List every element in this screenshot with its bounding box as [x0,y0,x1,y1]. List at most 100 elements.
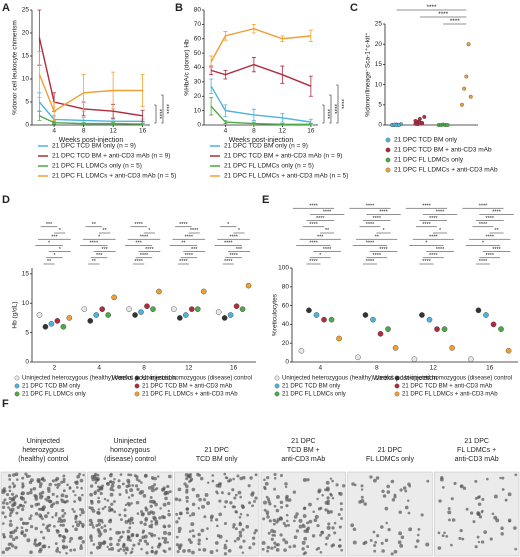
legend-swatch [14,383,20,389]
cell [162,530,167,535]
legend-label: Uninjected heterozygous (healthy) contro… [282,376,393,382]
cell [302,524,306,529]
cell [480,540,485,544]
sig-label: **** [436,210,445,216]
cell [51,479,55,483]
legend-swatch [385,157,391,163]
cell [22,533,27,538]
cell [186,511,189,515]
cell [162,486,166,490]
data-point [413,119,418,123]
panel-letter: D [2,194,10,206]
cell [337,512,341,517]
y-tick-label: 0 [197,122,201,129]
cell [508,519,511,523]
cell [92,474,97,479]
cell [130,533,134,538]
cell [317,507,322,511]
series-line [210,63,312,87]
cell [450,497,454,501]
cell [76,523,81,527]
cell [90,501,94,505]
sig-label: *** [96,253,103,259]
legend-label: 21 DPC TCD BM + anti-CD3 mAb (n = 9) [224,153,342,160]
cell [79,544,83,547]
cell [118,493,122,496]
cell [65,499,69,503]
cell [195,493,200,498]
cell [250,492,255,497]
cell [151,499,156,504]
cell [402,486,407,490]
cell [9,512,12,515]
cell [3,498,7,502]
cell [340,548,343,552]
cell [393,549,398,554]
cell [78,535,83,540]
cell [384,506,389,511]
cell [390,479,395,484]
cell [189,472,192,476]
sig-label: *** [236,247,243,253]
cell [340,517,343,520]
cell [399,488,403,492]
legend-label: 21 DPC TCD BM + anti-CD3 mAb [402,384,493,390]
cell [55,548,59,553]
data-point [215,309,222,315]
cell [474,545,478,549]
cell [276,517,281,522]
cell [279,473,284,478]
cell [2,522,5,525]
cell [54,483,58,487]
cell [232,477,235,481]
cell [143,539,148,544]
data-point [498,326,504,332]
cell [500,526,504,530]
cell [113,478,116,481]
sig-label: * [98,234,101,240]
cell [92,526,95,529]
sig-bracket [336,84,339,124]
cell [109,507,114,512]
cell [9,542,13,546]
cell [3,489,7,493]
cell [61,523,65,527]
data-point [306,307,312,314]
cell [379,525,384,529]
cell [130,550,134,554]
cell [303,551,308,555]
cell [53,525,56,528]
cell [95,478,99,482]
y-axis-label: Hb (g/dL) [12,301,19,328]
y-tick-label: 5 [25,99,29,106]
cell [314,514,319,519]
sig-label: ** [102,228,107,234]
sig-bracket [329,94,332,124]
cell [329,477,333,480]
sig-label: ** [375,234,380,240]
cell [71,525,75,528]
cell [408,527,413,532]
sig-label: **** [309,259,318,265]
sig-label: **** [426,4,437,11]
legend-swatch [134,383,140,389]
sig-label: ** [325,228,330,234]
cell [103,497,107,501]
y-tick-label: 10 [375,81,383,88]
cell [21,476,25,480]
legend-swatch [274,383,280,389]
cell [236,474,240,478]
cell [447,507,451,510]
cell [185,488,189,492]
cell [89,492,94,497]
sig-label: ** [181,241,186,247]
x-tick-label: 4 [224,128,228,135]
cell [161,536,165,540]
cell [97,534,102,538]
cell [66,483,69,487]
cell [197,532,201,537]
cell [56,486,59,489]
cell [62,477,66,481]
cell [40,478,44,481]
